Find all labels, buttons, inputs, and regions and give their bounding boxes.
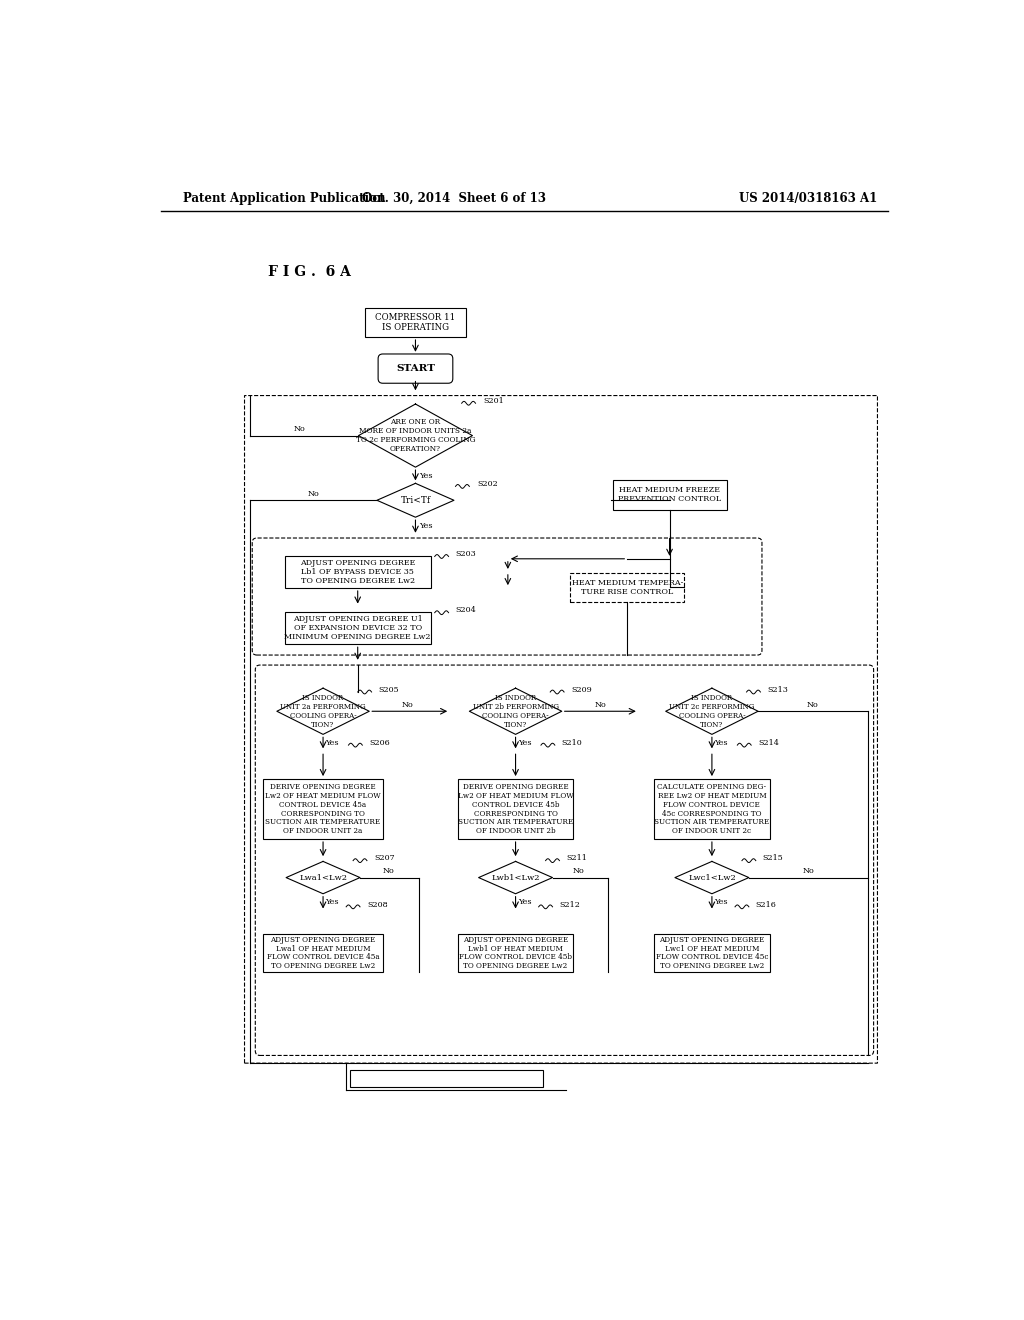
Text: No: No: [802, 867, 814, 875]
Text: No: No: [572, 867, 585, 875]
Text: DERIVE OPENING DEGREE
Lw2 OF HEAT MEDIUM FLOW
CONTROL DEVICE 45b
CORRESPONDING T: DERIVE OPENING DEGREE Lw2 OF HEAT MEDIUM…: [458, 783, 573, 836]
Polygon shape: [377, 483, 454, 517]
Text: ARE ONE OR
MORE OF INDOOR UNITS 2a
TO 2c PERFORMING COOLING
OPERATION?: ARE ONE OR MORE OF INDOOR UNITS 2a TO 2c…: [355, 418, 475, 453]
Text: S213: S213: [767, 685, 788, 694]
Text: Yes: Yes: [419, 471, 432, 479]
Text: HEAT MEDIUM FREEZE
PREVENTION CONTROL: HEAT MEDIUM FREEZE PREVENTION CONTROL: [618, 487, 721, 503]
Text: IS INDOOR
UNIT 2b PERFORMING
COOLING OPERA-
TION?: IS INDOOR UNIT 2b PERFORMING COOLING OPE…: [472, 694, 558, 729]
Text: Yes: Yes: [715, 898, 728, 907]
Polygon shape: [469, 688, 562, 734]
Text: Oct. 30, 2014  Sheet 6 of 13: Oct. 30, 2014 Sheet 6 of 13: [361, 191, 546, 205]
Text: S211: S211: [566, 854, 587, 862]
Bar: [458, 933, 573, 973]
Text: S203: S203: [456, 550, 476, 558]
Text: COMPRESSOR 11
IS OPERATING: COMPRESSOR 11 IS OPERATING: [376, 313, 456, 331]
Text: S206: S206: [370, 739, 390, 747]
Text: Yes: Yes: [518, 739, 531, 747]
Text: No: No: [807, 701, 818, 709]
Bar: [458, 779, 573, 840]
Text: S216: S216: [756, 900, 776, 908]
Text: S209: S209: [571, 685, 592, 694]
Bar: [654, 933, 770, 973]
Text: START: START: [396, 364, 435, 374]
Text: S201: S201: [483, 397, 504, 405]
Polygon shape: [286, 862, 360, 894]
Polygon shape: [276, 688, 370, 734]
Text: S205: S205: [379, 685, 399, 694]
Bar: [570, 573, 684, 602]
Text: Lwa1<Lw2: Lwa1<Lw2: [299, 874, 347, 882]
Text: No: No: [308, 490, 319, 498]
Text: DERIVE OPENING DEGREE
Lw2 OF HEAT MEDIUM FLOW
CONTROL DEVICE 45a
CORRESPONDING T: DERIVE OPENING DEGREE Lw2 OF HEAT MEDIUM…: [265, 783, 381, 836]
Text: ADJUST OPENING DEGREE
Lwb1 OF HEAT MEDIUM
FLOW CONTROL DEVICE 45b
TO OPENING DEG: ADJUST OPENING DEGREE Lwb1 OF HEAT MEDIU…: [459, 936, 572, 970]
Text: S214: S214: [758, 739, 779, 747]
Text: No: No: [294, 425, 306, 433]
Text: S207: S207: [374, 854, 394, 862]
Text: S204: S204: [456, 606, 476, 614]
Text: Yes: Yes: [419, 521, 432, 529]
Text: Yes: Yes: [326, 739, 339, 747]
FancyBboxPatch shape: [378, 354, 453, 383]
Text: S202: S202: [477, 480, 498, 488]
Bar: [285, 612, 431, 644]
Text: CALCULATE OPENING DEG-
REE Lw2 OF HEAT MEDIUM
FLOW CONTROL DEVICE
45c CORRESPOND: CALCULATE OPENING DEG- REE Lw2 OF HEAT M…: [654, 783, 769, 836]
Polygon shape: [666, 688, 758, 734]
Bar: [654, 779, 770, 840]
Text: HEAT MEDIUM TEMPERA-
TURE RISE CONTROL: HEAT MEDIUM TEMPERA- TURE RISE CONTROL: [571, 579, 683, 595]
Text: No: No: [594, 701, 606, 709]
Text: No: No: [383, 867, 394, 875]
Text: Lwc1<Lw2: Lwc1<Lw2: [688, 874, 736, 882]
Text: Yes: Yes: [715, 739, 728, 747]
Text: Patent Application Publication: Patent Application Publication: [183, 191, 385, 205]
Bar: [366, 308, 466, 337]
Text: ADJUST OPENING DEGREE
Lwa1 OF HEAT MEDIUM
FLOW CONTROL DEVICE 45a
TO OPENING DEG: ADJUST OPENING DEGREE Lwa1 OF HEAT MEDIU…: [266, 936, 379, 970]
Polygon shape: [675, 862, 749, 894]
Polygon shape: [358, 404, 472, 467]
Text: S208: S208: [367, 900, 387, 908]
Text: S212: S212: [559, 900, 581, 908]
Bar: [263, 779, 383, 840]
Text: Tri<Tf: Tri<Tf: [400, 496, 430, 504]
Polygon shape: [478, 862, 553, 894]
Text: ADJUST OPENING DEGREE U1
OF EXPANSION DEVICE 32 TO
MINIMUM OPENING DEGREE Lw2: ADJUST OPENING DEGREE U1 OF EXPANSION DE…: [285, 615, 431, 642]
Bar: [350, 1071, 543, 1088]
Text: S210: S210: [562, 739, 583, 747]
Text: IS INDOOR
UNIT 2a PERFORMING
COOLING OPERA-
TION?: IS INDOOR UNIT 2a PERFORMING COOLING OPE…: [281, 694, 366, 729]
Text: F I G .  6 A: F I G . 6 A: [267, 265, 350, 280]
Bar: [263, 933, 383, 973]
Text: Yes: Yes: [326, 898, 339, 907]
Text: US 2014/0318163 A1: US 2014/0318163 A1: [739, 191, 878, 205]
Text: ADJUST OPENING DEGREE
Lwc1 OF HEAT MEDIUM
FLOW CONTROL DEVICE 45c
TO OPENING DEG: ADJUST OPENING DEGREE Lwc1 OF HEAT MEDIU…: [655, 936, 768, 970]
Bar: [612, 480, 727, 510]
Bar: [285, 556, 431, 589]
Text: Lwb1<Lw2: Lwb1<Lw2: [492, 874, 540, 882]
Text: No: No: [401, 701, 414, 709]
Text: IS INDOOR
UNIT 2c PERFORMING
COOLING OPERA-
TION?: IS INDOOR UNIT 2c PERFORMING COOLING OPE…: [670, 694, 755, 729]
Text: Yes: Yes: [518, 898, 531, 907]
Text: S215: S215: [763, 854, 783, 862]
Text: ADJUST OPENING DEGREE
Lb1 OF BYPASS DEVICE 35
TO OPENING DEGREE Lw2: ADJUST OPENING DEGREE Lb1 OF BYPASS DEVI…: [300, 558, 416, 585]
